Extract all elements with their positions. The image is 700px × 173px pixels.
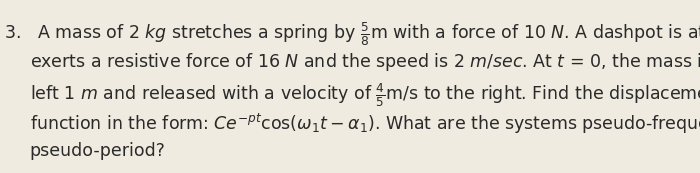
- Text: function in the form: $Ce^{-pt}\cos(\omega_1 t - \alpha_1)$. What are the system: function in the form: $Ce^{-pt}\cos(\ome…: [29, 112, 700, 136]
- Text: exerts a resistive force of 16 $\mathit{N}$ and the speed is 2 $\mathit{m/sec}$.: exerts a resistive force of 16 $\mathit{…: [29, 51, 700, 73]
- Text: 3.   A mass of 2 $\mathit{kg}$ stretches a spring by $\frac{5}{8}$m with a force: 3. A mass of 2 $\mathit{kg}$ stretches a…: [4, 21, 700, 48]
- Text: pseudo-period?: pseudo-period?: [29, 142, 165, 160]
- Text: left 1 $\mathit{m}$ and released with a velocity of $\frac{4}{5}$m/s to the righ: left 1 $\mathit{m}$ and released with a …: [29, 81, 700, 109]
